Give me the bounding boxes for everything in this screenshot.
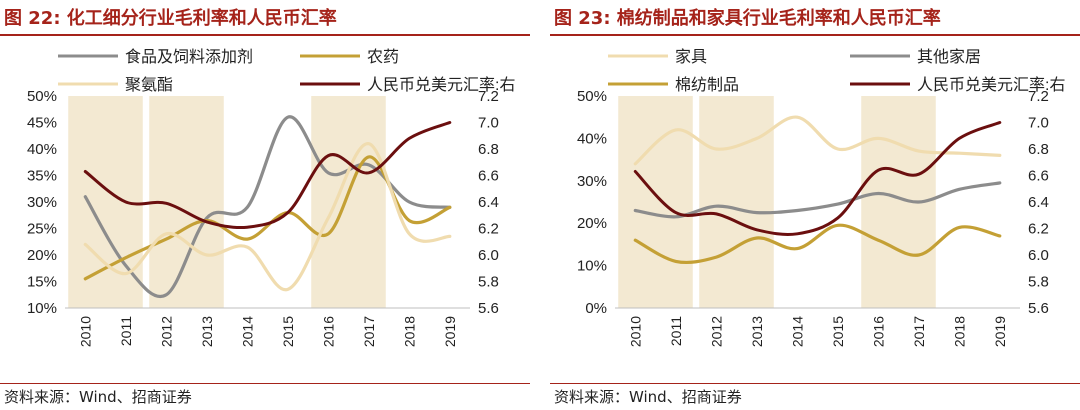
y-left-tick-label: 30% [27, 194, 57, 211]
y-left-tick-label: 45% [27, 115, 57, 132]
shaded-period [618, 96, 693, 308]
chart-title: 图 22: 化工细分行业毛利率和人民币汇率 [4, 8, 337, 29]
source-rule [0, 383, 530, 384]
x-tick-label: 2012 [708, 316, 724, 347]
y-left-tick-label: 40% [577, 130, 607, 147]
y-right-tick-label: 6.2 [1028, 221, 1049, 238]
series-line [83, 142, 452, 292]
x-tick-label: 2011 [118, 316, 134, 346]
chart-23-svg: 50% 40% 30% 20% 10% 0% 7.2 7.0 6.8 6.6 6.4 6.2 6.0 5.… [577, 48, 1065, 347]
legend-label: 农药 [367, 48, 399, 66]
title-rule [550, 34, 1080, 36]
y-left-tick-label: 0% [585, 300, 607, 317]
y-left-tick-label: 20% [27, 247, 57, 264]
y-left-tick-label: 50% [577, 88, 607, 105]
x-tick-label: 2010 [77, 316, 93, 347]
y-right-tick-label: 5.8 [1028, 274, 1049, 291]
y-right-tick-label: 6.0 [1028, 247, 1049, 264]
chart-panel-23: 图 23: 棉纺制品和家具行业毛利率和人民币汇率 50% 40% 30% 20% 10%… [550, 0, 1080, 410]
legend-label: 人民币兑美元汇率:右 [917, 76, 1065, 94]
x-tick-label: 2018 [951, 316, 967, 347]
legend-label: 家具 [675, 48, 707, 66]
legend-label: 棉纺制品 [675, 76, 739, 94]
series-line [633, 121, 1002, 236]
source-note: 资料来源：Wind、招商证券 [4, 388, 192, 406]
x-tick-label: 2014 [239, 316, 255, 347]
x-tick-label: 2016 [870, 316, 886, 347]
x-tick-label: 2015 [280, 316, 296, 347]
x-tick-label: 2017 [911, 316, 927, 347]
y-right-tick-label: 5.6 [478, 300, 499, 317]
y-right-tick-label: 6.8 [1028, 141, 1049, 158]
y-right-tick-label: 6.6 [478, 168, 499, 185]
x-tick-label: 2013 [749, 316, 765, 347]
y-left-tick-label: 40% [27, 141, 57, 158]
y-right-tick-label: 7.0 [478, 115, 499, 132]
x-tick-label: 2019 [992, 316, 1008, 347]
shaded-period [699, 96, 774, 308]
y-right-tick-label: 6.8 [478, 141, 499, 158]
x-tick-label: 2013 [199, 316, 215, 347]
shaded-period [311, 96, 386, 308]
source-rule [550, 383, 1080, 384]
y-left-tick-label: 50% [27, 88, 57, 105]
y-left-tick-label: 10% [577, 258, 607, 275]
y-right-tick-label: 7.2 [1028, 88, 1049, 105]
series-line [83, 115, 452, 299]
series-line [83, 121, 452, 230]
x-tick-label: 2017 [361, 316, 377, 347]
y-left-tick-label: 10% [27, 300, 57, 317]
series-line [633, 223, 1002, 265]
chart-22-svg: 50% 45% 40% 35% 30% 25% 20% 15% 10% 7.2 7.0 6.8 6.6 6… [27, 48, 515, 347]
legend-label: 聚氨酯 [125, 76, 173, 94]
y-left-tick-label: 35% [27, 168, 57, 185]
y-left-tick-label: 25% [27, 221, 57, 238]
series-line [633, 181, 1002, 219]
series-line [633, 115, 1002, 166]
legend-label: 其他家居 [917, 48, 981, 66]
y-right-tick-label: 7.0 [1028, 115, 1049, 132]
y-right-tick-label: 5.6 [1028, 300, 1049, 317]
source-note: 资料来源：Wind、招商证券 [554, 388, 742, 406]
x-tick-label: 2010 [627, 316, 643, 347]
legend-label: 食品及饲料添加剂 [125, 48, 253, 66]
y-left-tick-label: 15% [27, 274, 57, 291]
y-right-tick-label: 7.2 [478, 88, 499, 105]
x-tick-label: 2016 [320, 316, 336, 347]
y-right-tick-label: 6.4 [1028, 194, 1049, 211]
y-left-tick-label: 30% [577, 173, 607, 190]
y-right-tick-label: 5.8 [478, 274, 499, 291]
x-tick-label: 2012 [158, 316, 174, 347]
y-left-tick-label: 20% [577, 215, 607, 232]
y-right-tick-label: 6.4 [478, 194, 499, 211]
x-tick-label: 2014 [789, 316, 805, 347]
title-rule [0, 34, 530, 36]
x-tick-label: 2011 [668, 316, 684, 346]
y-right-tick-label: 6.0 [478, 247, 499, 264]
chart-panel-22: 图 22: 化工细分行业毛利率和人民币汇率 50% 45% 40% 35% 30% 25%… [0, 0, 530, 410]
y-right-tick-label: 6.6 [1028, 168, 1049, 185]
chart-title: 图 23: 棉纺制品和家具行业毛利率和人民币汇率 [554, 8, 941, 29]
x-tick-label: 2019 [442, 316, 458, 347]
legend-label: 人民币兑美元汇率:右 [367, 76, 515, 94]
x-tick-label: 2015 [830, 316, 846, 347]
y-right-tick-label: 6.2 [478, 221, 499, 238]
x-tick-label: 2018 [401, 316, 417, 347]
